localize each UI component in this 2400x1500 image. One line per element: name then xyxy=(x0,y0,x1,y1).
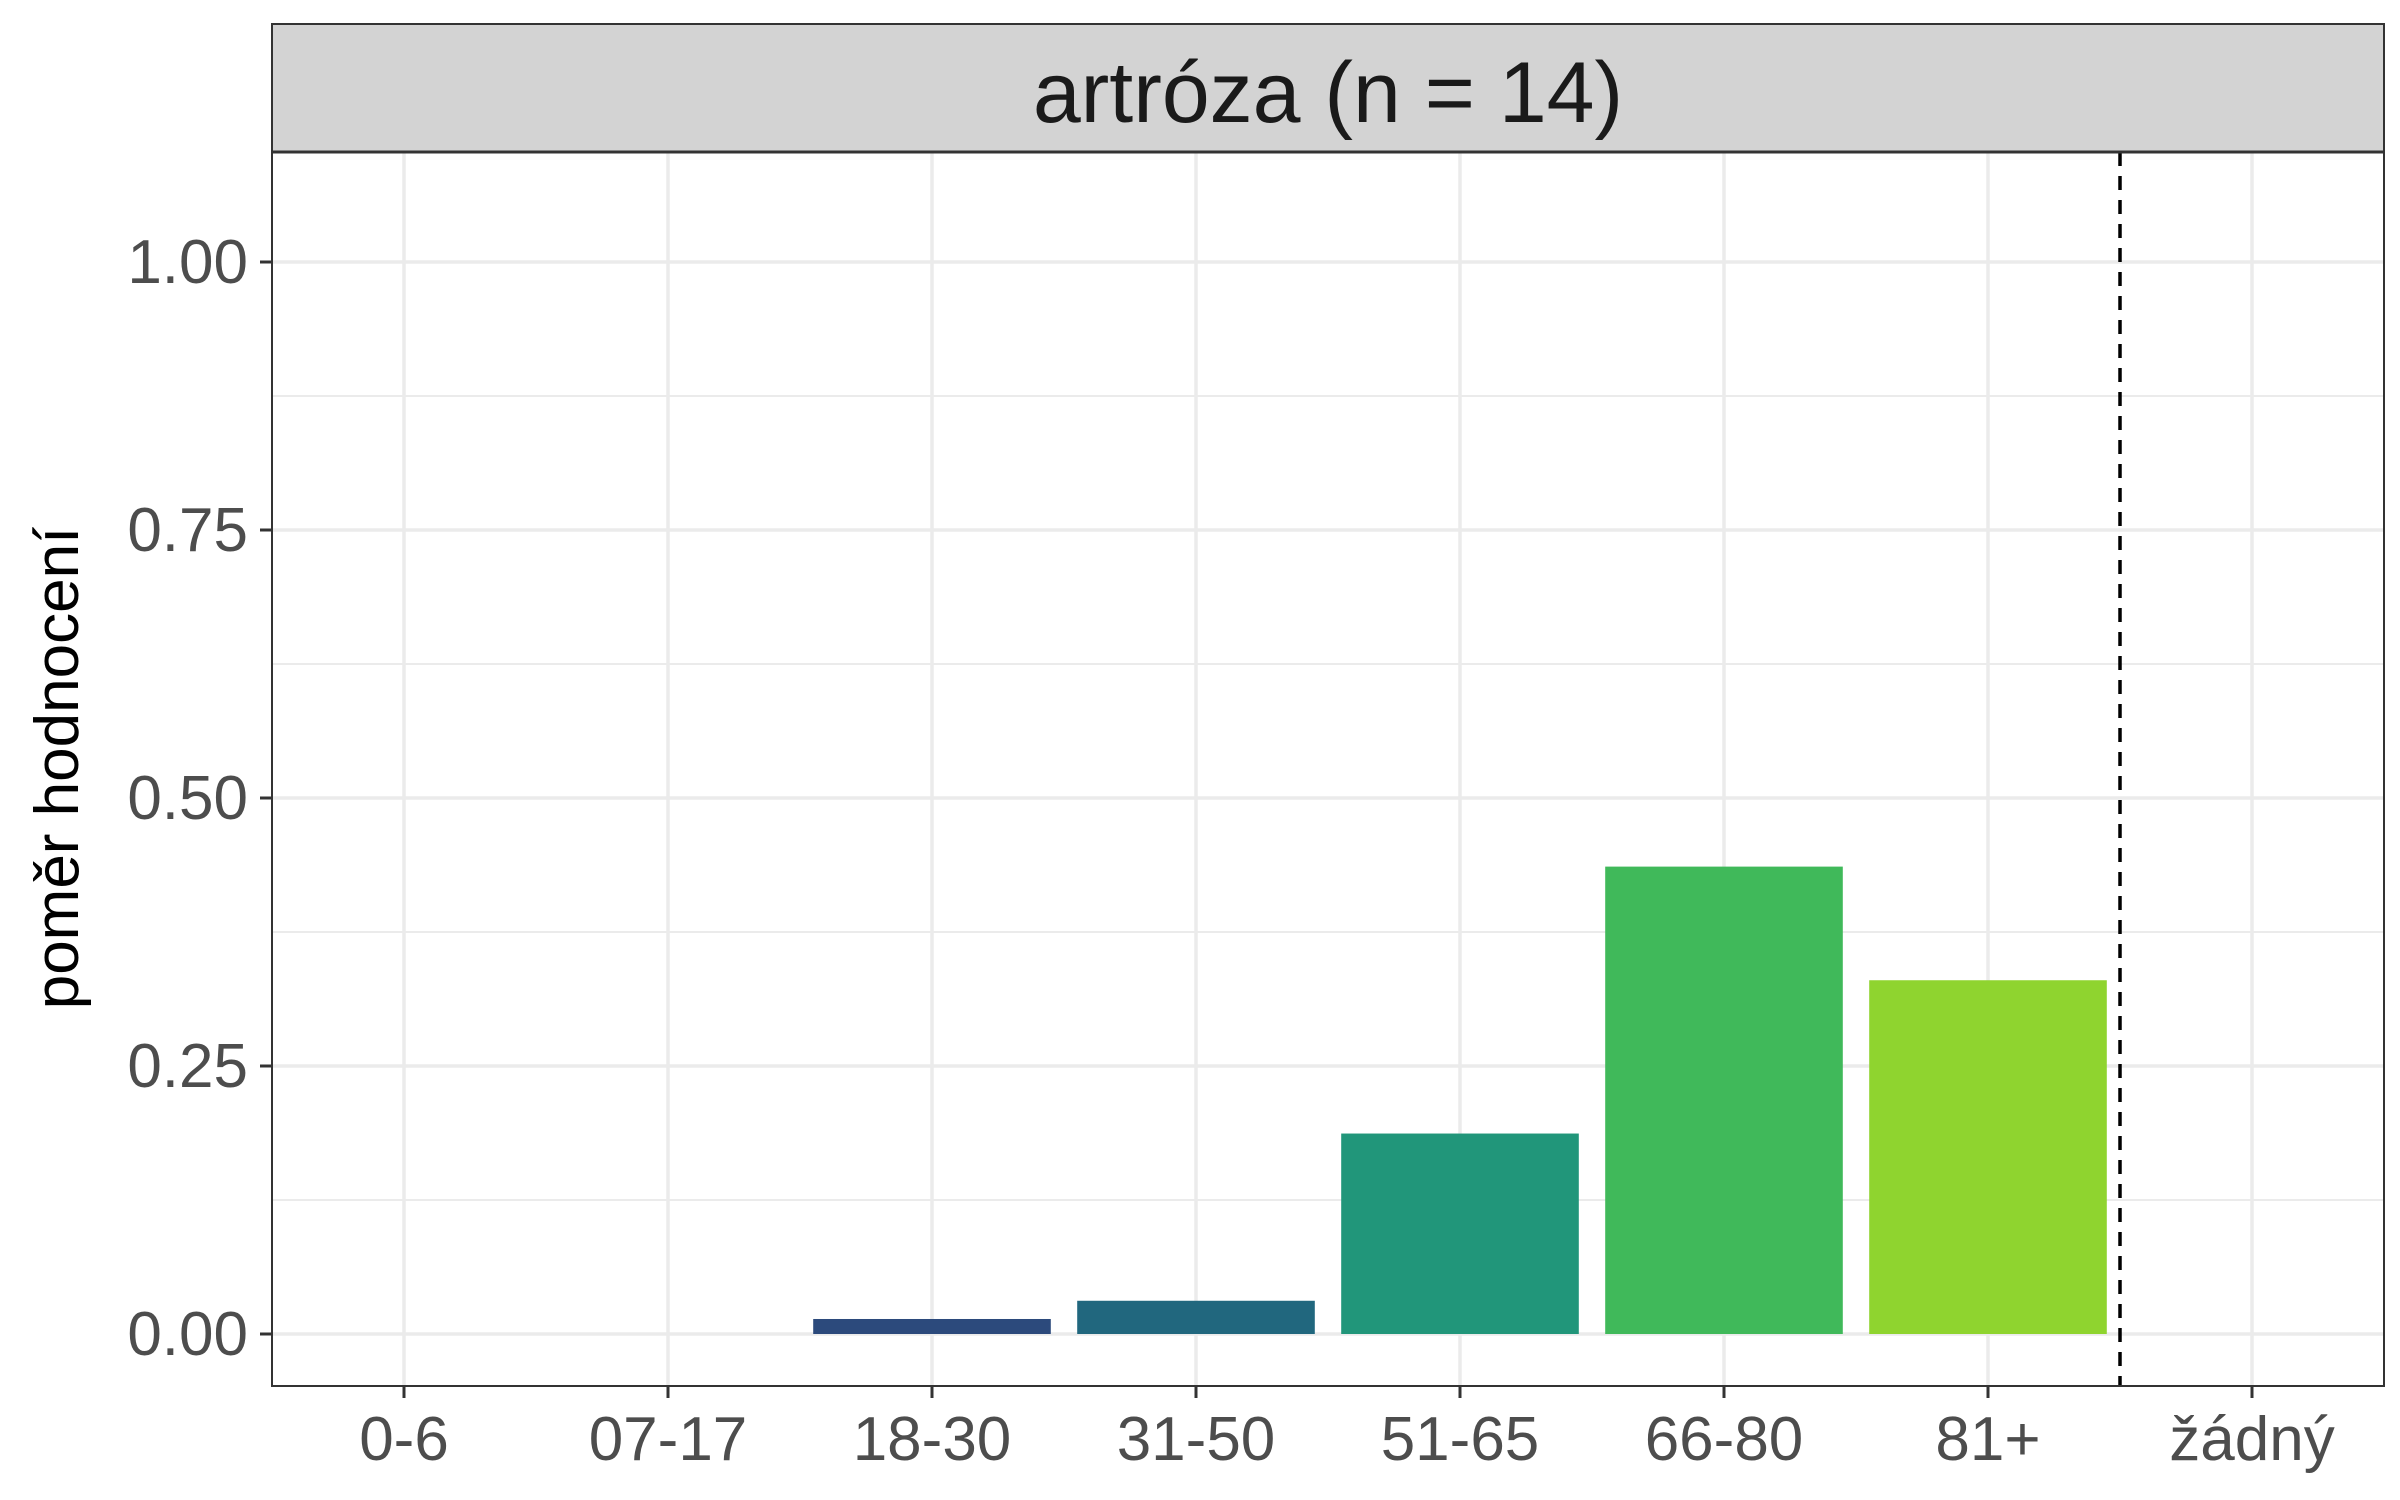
x-tick-label: 0-6 xyxy=(359,1405,449,1474)
x-tick-label: 18-30 xyxy=(853,1405,1012,1474)
bar-66-80 xyxy=(1605,866,1843,1334)
bar-31-50 xyxy=(1077,1300,1315,1334)
grid-minor xyxy=(272,395,2384,1201)
y-tick-label: 0.75 xyxy=(127,496,248,565)
y-tick-label: 0.00 xyxy=(127,1300,248,1369)
y-axis-title: poměr hodnocení xyxy=(23,527,92,1010)
x-tick-label: 81+ xyxy=(1935,1405,2040,1474)
x-tick-label: 31-50 xyxy=(1117,1405,1276,1474)
bar-51-65 xyxy=(1341,1133,1579,1334)
y-tick-label: 1.00 xyxy=(127,228,248,297)
x-tick-label: žádný xyxy=(2169,1405,2334,1474)
facet-strip xyxy=(271,23,2385,153)
bar-81+ xyxy=(1869,980,2107,1334)
x-tick-label: 07-17 xyxy=(589,1405,748,1474)
grid-major xyxy=(272,152,2384,1386)
bar-18-30 xyxy=(813,1318,1051,1334)
x-tick-label: 51-65 xyxy=(1381,1405,1540,1474)
y-tick-label: 0.25 xyxy=(127,1032,248,1101)
x-axis: 0-6 07-17 18-30 31-50 51-65 66-80 81+ žádný xyxy=(359,1386,2335,1474)
bars xyxy=(813,866,2107,1334)
chart-title: artróza (n = 14) xyxy=(1033,45,1623,141)
x-tick-label: 66-80 xyxy=(1645,1405,1804,1474)
y-tick-label: 0.50 xyxy=(127,764,248,833)
y-axis: 0.00 0.25 0.50 0.75 1.00 xyxy=(127,228,272,1369)
